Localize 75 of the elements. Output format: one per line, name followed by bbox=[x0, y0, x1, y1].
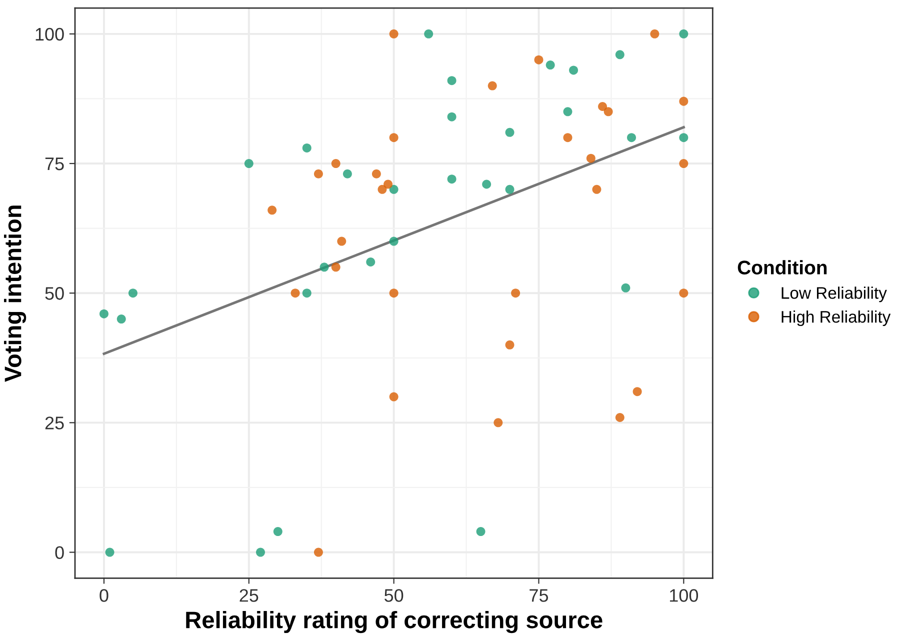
point bbox=[679, 29, 688, 38]
y-tick-label: 25 bbox=[45, 416, 64, 430]
point bbox=[586, 154, 596, 163]
point bbox=[99, 309, 108, 318]
point bbox=[505, 128, 514, 137]
point bbox=[378, 184, 387, 194]
point bbox=[389, 236, 398, 246]
point bbox=[424, 29, 434, 38]
point bbox=[604, 107, 613, 116]
point bbox=[302, 288, 312, 298]
point bbox=[546, 60, 555, 70]
point bbox=[268, 206, 277, 215]
point bbox=[372, 169, 381, 178]
x-tick-label: 100 bbox=[670, 589, 698, 602]
point bbox=[615, 50, 624, 60]
point bbox=[563, 107, 572, 116]
legend-label: High Reliability bbox=[782, 310, 891, 326]
point bbox=[615, 412, 624, 422]
point bbox=[256, 548, 265, 557]
point bbox=[337, 236, 346, 246]
legend-title: Condition bbox=[738, 260, 827, 274]
point bbox=[632, 387, 642, 396]
x-tick-label: 25 bbox=[240, 589, 258, 602]
point bbox=[494, 418, 503, 428]
point bbox=[598, 102, 608, 111]
point bbox=[447, 112, 456, 122]
y-axis-title: Voting intention bbox=[4, 206, 26, 382]
point bbox=[290, 288, 300, 298]
point bbox=[331, 262, 340, 272]
point bbox=[320, 262, 329, 272]
point bbox=[592, 184, 602, 194]
x-axis-title: Reliability rating of correcting source bbox=[186, 610, 602, 634]
point bbox=[505, 340, 514, 350]
point bbox=[314, 548, 323, 557]
point bbox=[679, 133, 688, 142]
point bbox=[314, 169, 323, 178]
point bbox=[627, 133, 636, 142]
point bbox=[105, 548, 114, 557]
point bbox=[389, 392, 398, 402]
point bbox=[679, 159, 688, 168]
point bbox=[505, 184, 514, 194]
point bbox=[389, 288, 398, 298]
point bbox=[366, 257, 376, 266]
point bbox=[342, 169, 352, 178]
point bbox=[679, 96, 688, 106]
point bbox=[389, 133, 398, 142]
point bbox=[302, 143, 312, 152]
point bbox=[273, 527, 282, 536]
x-tick-label: 75 bbox=[530, 589, 548, 602]
point bbox=[389, 184, 398, 194]
y-tick-label: 0 bbox=[55, 546, 64, 559]
y-tick-label: 50 bbox=[45, 287, 64, 300]
point bbox=[482, 180, 492, 189]
point bbox=[534, 55, 544, 64]
legend-label: Low Reliability bbox=[782, 286, 887, 302]
point bbox=[447, 76, 456, 86]
point bbox=[128, 288, 138, 298]
point bbox=[476, 527, 486, 536]
point bbox=[511, 288, 520, 298]
x-tick-label: 50 bbox=[384, 589, 404, 602]
y-tick-label: 100 bbox=[36, 28, 64, 41]
point bbox=[563, 133, 572, 142]
point bbox=[331, 159, 340, 168]
point bbox=[384, 180, 393, 189]
point bbox=[621, 283, 630, 292]
x-tick-label: 0 bbox=[100, 589, 108, 602]
point bbox=[447, 174, 456, 184]
point bbox=[679, 288, 688, 298]
point bbox=[488, 81, 497, 90]
point bbox=[389, 29, 398, 38]
point bbox=[569, 66, 578, 75]
point bbox=[244, 159, 254, 168]
point bbox=[650, 29, 660, 38]
point bbox=[116, 314, 126, 324]
y-tick-label: 75 bbox=[45, 158, 64, 170]
